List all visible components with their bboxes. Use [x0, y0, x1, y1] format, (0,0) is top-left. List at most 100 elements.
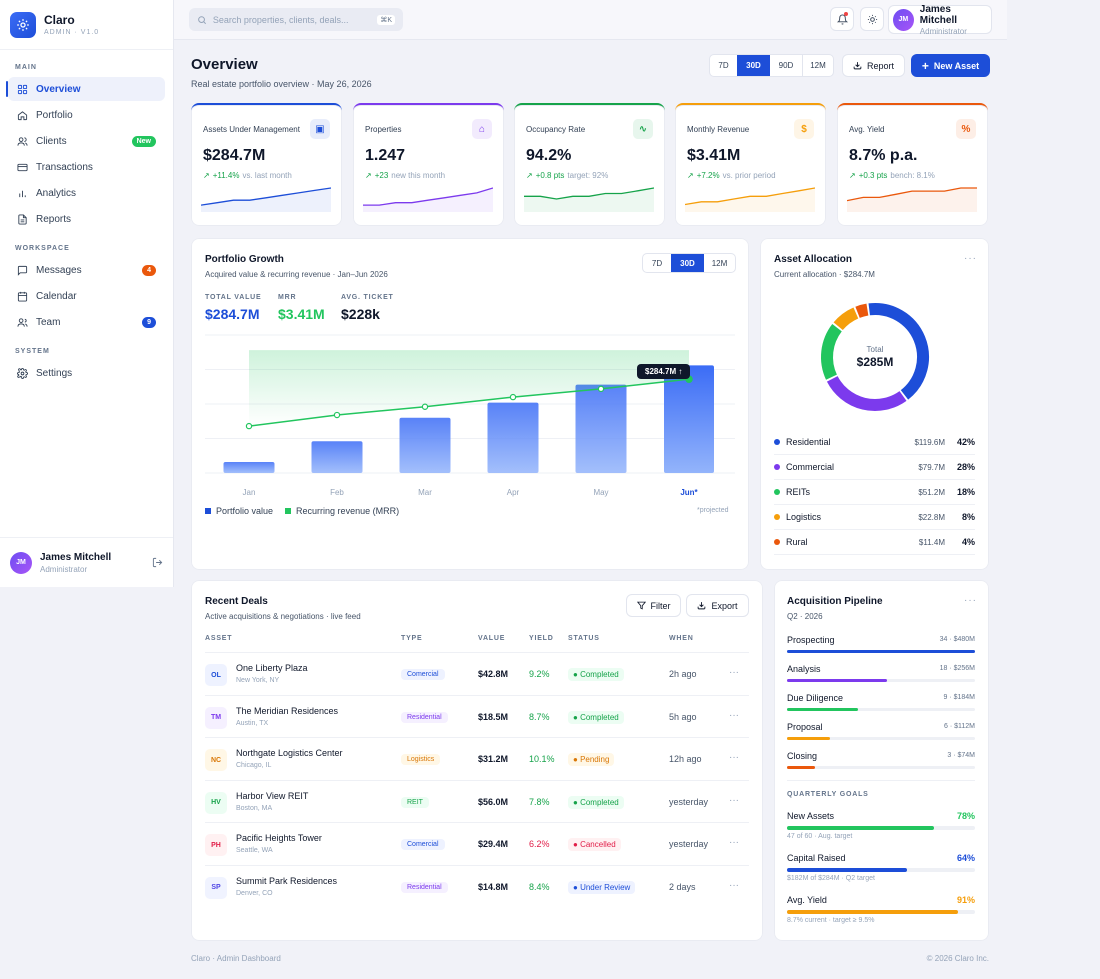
footer-right: © 2026 Claro Inc. [926, 954, 989, 963]
table-row[interactable]: PH Pacific Heights Tower Seattle, WA Com… [205, 822, 749, 864]
goal-progress [787, 826, 975, 830]
new-asset-button[interactable]: + New Asset [911, 54, 990, 77]
sidebar-item-team[interactable]: Team 9 [8, 310, 165, 334]
asset-name[interactable]: Pacific Heights Tower [236, 833, 322, 843]
range-12m[interactable]: 12M [810, 61, 826, 70]
sparkline-line [685, 187, 815, 206]
kpi-value: 94.2% [526, 147, 572, 164]
sidebar-item-transactions[interactable]: Transactions [8, 155, 165, 179]
row-more-icon[interactable]: ··· [729, 794, 739, 806]
sidebar-item-analytics[interactable]: Analytics [8, 181, 165, 205]
recent-deals-card [191, 580, 763, 941]
deal-when: 2h ago [669, 669, 697, 679]
activity-icon: ∿ [633, 119, 653, 139]
allocation-more-icon[interactable]: ··· [964, 253, 977, 264]
sidebar-item-label: Settings [36, 367, 73, 379]
sidebar-item-reports[interactable]: Reports [8, 207, 165, 231]
mrr-point [509, 393, 517, 401]
column-header[interactable]: WHEN [669, 635, 694, 642]
team-icon [17, 317, 28, 327]
table-row[interactable]: NC Northgate Logistics Center Chicago, I… [205, 737, 749, 779]
kpi-card[interactable]: Properties ⌂ 1.247 ↗ +23 new this month [353, 103, 504, 226]
kpi-sparkline [685, 187, 815, 212]
sidebar-item-messages[interactable]: Messages 4 [8, 258, 165, 282]
search-input[interactable] [212, 14, 372, 25]
type-badge: Comercial [401, 669, 445, 680]
logout-icon[interactable] [152, 557, 163, 568]
avatar[interactable]: JM [10, 551, 32, 574]
column-header[interactable]: YIELD [529, 635, 554, 642]
user-menu[interactable]: JM James Mitchell Administrator [888, 4, 992, 36]
status-badge: ● Under Review [568, 880, 636, 894]
filter-button[interactable]: Filter [626, 594, 681, 617]
growth-range-7d[interactable]: 7D [651, 258, 663, 268]
range-7d[interactable]: 7D [718, 61, 729, 70]
column-header[interactable]: STATUS [568, 635, 600, 642]
status-badge: ● Completed [568, 668, 624, 681]
row-more-icon[interactable]: ··· [729, 879, 739, 891]
table-row[interactable]: HV Harbor View REIT Boston, MA REIT $56.… [205, 779, 749, 822]
table-row[interactable]: SP Summit Park Residences Denver, CO Res… [205, 864, 749, 907]
column-header[interactable]: TYPE [401, 635, 423, 642]
legend-dot [774, 439, 780, 445]
table-row[interactable]: TM The Meridian Residences Austin, TX Re… [205, 694, 749, 737]
sidebar-item-overview[interactable]: Overview [6, 77, 165, 101]
stage-progress [787, 650, 975, 653]
row-more-icon[interactable]: ··· [729, 667, 739, 678]
mrr-area [249, 350, 689, 427]
projected-note: *projected [697, 507, 729, 514]
row-more-icon[interactable]: ··· [729, 752, 739, 763]
brand[interactable]: Claro ADMIN · V1.0 [0, 0, 173, 50]
deals-title: Recent Deals [205, 596, 268, 607]
row-more-icon[interactable]: ··· [729, 709, 739, 721]
user-name: James Mitchell [40, 551, 112, 563]
stage-meta: 9 · $184M [943, 694, 975, 701]
allocation-item[interactable]: REITs $51.2M 18% [774, 480, 975, 505]
pipeline-more-icon[interactable]: ··· [964, 595, 977, 606]
kpi-card[interactable]: Monthly Revenue $ $3.41M ↗ +7.2% vs. prior… [675, 103, 826, 226]
growth-range-30d[interactable]: 30D [671, 254, 704, 272]
shortcut-hint: ⌘K [377, 14, 395, 25]
report-button[interactable]: Report [842, 54, 905, 77]
notifications-button[interactable] [830, 7, 854, 31]
range-90d[interactable]: 90D [770, 55, 803, 76]
allocation-item[interactable]: Residential $119.6M 42% [774, 430, 975, 455]
sidebar-item-settings[interactable]: Settings [8, 361, 165, 385]
growth-range-12m[interactable]: 12M [711, 258, 728, 268]
kpi-card[interactable]: Occupancy Rate ∿ 94.2% ↗ +0.8 pts target: … [514, 103, 665, 226]
range-30d[interactable]: 30D [737, 55, 770, 76]
sidebar-item-clients[interactable]: Clients New [8, 129, 165, 153]
allocation-item[interactable]: Logistics $22.8M 8% [774, 505, 975, 530]
donut-slice-residential [868, 303, 929, 400]
search-box[interactable]: ⌘K [189, 8, 403, 31]
asset-name[interactable]: One Liberty Plaza [236, 663, 308, 673]
x-tick-label: Feb [330, 488, 344, 497]
asset-name[interactable]: Northgate Logistics Center [236, 748, 343, 758]
kpi-card[interactable]: Avg. Yield % 8.7% p.a. ↗ +0.3 pts bench: 8… [837, 103, 988, 226]
message-icon [17, 265, 28, 276]
sidebar-item-calendar[interactable]: Calendar [8, 284, 165, 308]
allocation-item[interactable]: Commercial $79.7M 28% [774, 455, 975, 480]
asset-name[interactable]: The Meridian Residences [236, 705, 339, 716]
export-button[interactable]: Export [686, 594, 749, 617]
stage-progress [787, 737, 975, 740]
kpi-card[interactable]: Assets Under Management ▣ $284.7M ↗ +11.4… [191, 103, 342, 226]
column-header[interactable]: VALUE [478, 635, 506, 642]
kpi-label: Monthly Revenue [687, 125, 750, 134]
status-badge: ● Pending [568, 753, 615, 766]
table-row[interactable]: OL One Liberty Plaza New York, NY Comerc… [205, 652, 749, 694]
theme-toggle-button[interactable] [860, 7, 884, 31]
deal-when: yesterday [669, 839, 709, 849]
asset-location: Boston, MA [236, 804, 273, 812]
allocation-label: Residential [786, 437, 831, 447]
asset-name[interactable]: Summit Park Residences [236, 875, 338, 886]
allocation-item[interactable]: Rural $11.4M 4% [774, 530, 975, 555]
column-header[interactable]: ASSET [205, 635, 233, 642]
goal-label: Capital Raised [787, 853, 846, 863]
asset-name[interactable]: Harbor View REIT [236, 790, 309, 801]
row-more-icon[interactable]: ··· [729, 837, 739, 848]
sidebar-item-portfolio[interactable]: Portfolio [8, 103, 165, 127]
deal-value: $56.0M [478, 796, 509, 807]
nav-section-main: MAIN [15, 64, 37, 71]
stage-progress [787, 708, 975, 711]
